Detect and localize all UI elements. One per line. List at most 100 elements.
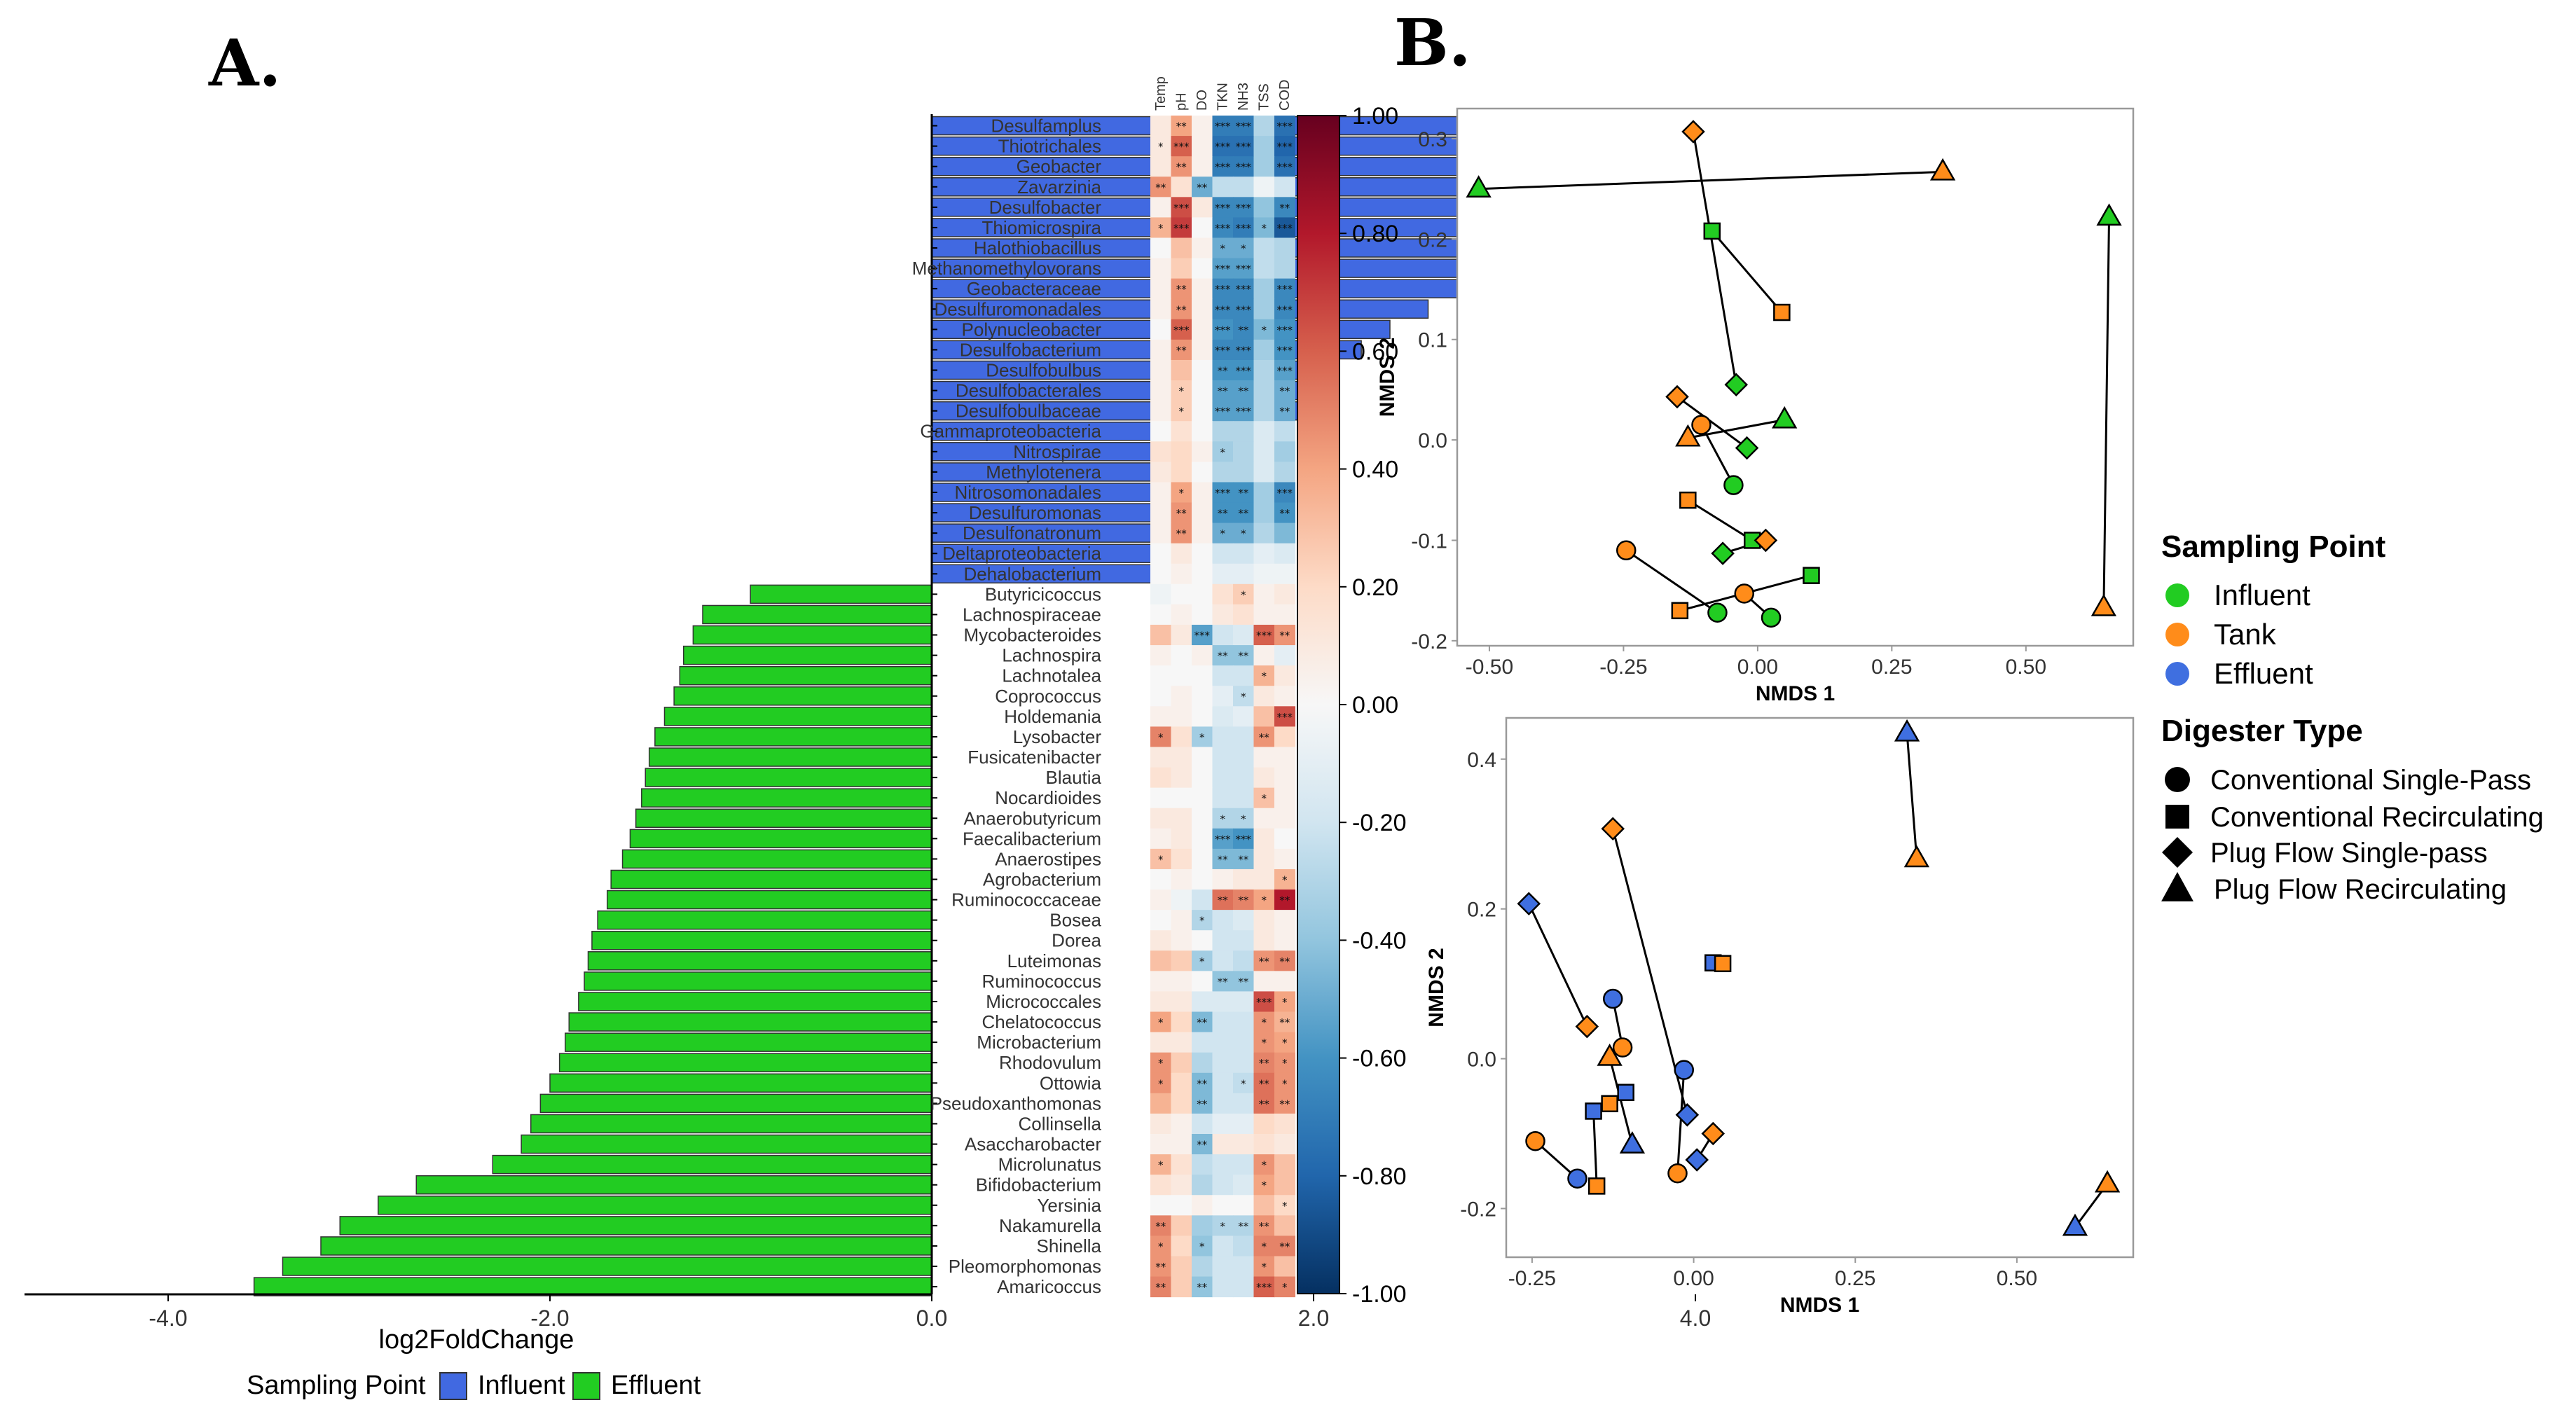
heatmap-cell <box>1192 1195 1213 1216</box>
significance-star: ** <box>1259 1220 1270 1233</box>
significance-star: ** <box>1238 487 1249 499</box>
point-tank-circle <box>1612 1037 1633 1058</box>
heatmap-cell <box>1253 319 1275 340</box>
colorbar-ticks: 1.00 0.80 0.60 0.40 0.20 0.00 -0.20 -0.40 -0.60 -… <box>1339 103 1407 1308</box>
colorbar-tick-label: -0.80 <box>1352 1163 1407 1190</box>
heatmap-cell <box>1192 237 1213 259</box>
heatmap-cell <box>1253 665 1275 686</box>
significance-star: *** <box>1256 630 1272 642</box>
heatmap-cell <box>1192 176 1213 198</box>
significance-star: ** <box>1197 1016 1208 1029</box>
taxon-label: Zavarzinia <box>1017 176 1101 198</box>
heatmap-cell <box>1192 298 1213 320</box>
significance-star: * <box>1158 731 1164 744</box>
heatmap-cell <box>1192 359 1213 381</box>
significance-star: * <box>1179 487 1185 499</box>
heatmap-cell <box>1150 176 1171 198</box>
heatmap-cell <box>1253 910 1275 931</box>
digester-legend-label-3: Plug Flow Recirculating <box>2214 874 2507 905</box>
heatmap-cell <box>1233 991 1254 1013</box>
heatmap-cell <box>1150 217 1171 238</box>
heatmap-cell <box>1233 686 1254 707</box>
heatmap-cell <box>1150 645 1171 666</box>
taxon-label: Geobacter <box>1017 156 1102 177</box>
significance-star: * <box>1282 996 1288 1009</box>
heatmap-cell <box>1253 686 1275 707</box>
significance-star: *** <box>1215 487 1231 499</box>
heatmap-cell <box>1212 828 1234 850</box>
heatmap-cell <box>1233 401 1254 422</box>
point-influent-diamond <box>1711 541 1735 565</box>
significance-star: ** <box>1197 1098 1208 1110</box>
heatmap-cell <box>1192 1134 1213 1155</box>
heatmap-column-label: Temp <box>1153 76 1169 111</box>
heatmap-cell <box>1150 563 1171 585</box>
heatmap-cell <box>1274 258 1295 279</box>
heatmap-cell <box>1274 583 1295 605</box>
digester-legend-label-0: Conventional Single-Pass <box>2210 765 2531 796</box>
significance-star: * <box>1158 1016 1164 1029</box>
bar-legend-label-effluent: Effluent <box>611 1371 701 1400</box>
taxon-label: Collinsella <box>1019 1113 1102 1134</box>
y-tick-label: -0.1 <box>1411 529 1447 553</box>
taxon-label: Ruminococcus <box>982 971 1101 992</box>
heatmap-cell <box>1274 604 1295 625</box>
significance-star: *** <box>1173 141 1190 153</box>
bar-anaerostipes <box>621 849 932 869</box>
heatmap-cell <box>1150 828 1171 850</box>
heatmap-cell <box>1212 176 1234 198</box>
heatmap-cell <box>1192 828 1213 850</box>
bar-chelatococcus <box>568 1012 932 1032</box>
taxon-label: Lachnotalea <box>1002 665 1101 686</box>
significance-star: *** <box>1277 161 1293 174</box>
significance-star: ** <box>1218 650 1229 663</box>
heatmap-cell <box>1212 686 1234 707</box>
significance-star: ** <box>1218 507 1229 520</box>
heatmap-cell <box>1192 1011 1213 1033</box>
significance-star: * <box>1220 527 1226 540</box>
colorbar-tick-label: -0.20 <box>1352 810 1407 836</box>
point-effluent-circle <box>1567 1168 1587 1189</box>
heatmap-cell <box>1171 991 1192 1013</box>
heatmap-cell <box>1274 278 1295 300</box>
heatmap-cell <box>1150 1154 1171 1175</box>
heatmap-cell <box>1253 1032 1275 1053</box>
significance-star: *** <box>1215 283 1231 296</box>
point-effluent-diamond <box>1685 1148 1709 1172</box>
sampling-legend-title: Sampling Point <box>2161 529 2386 564</box>
heatmap-cell <box>1253 645 1275 666</box>
significance-star: *** <box>1215 161 1231 174</box>
point-tank-triangle <box>2091 594 2117 616</box>
heatmap-cell <box>1212 1175 1234 1196</box>
point-tank-square <box>1587 1177 1606 1195</box>
significance-star: * <box>1241 1077 1246 1090</box>
heatmap-cell <box>1212 319 1234 340</box>
heatmap-cell <box>1150 258 1171 279</box>
heatmap-cell <box>1274 1134 1295 1155</box>
significance-star: *** <box>1215 263 1231 275</box>
significance-star: * <box>1199 731 1205 744</box>
heatmap-cell <box>1212 971 1234 992</box>
heatmap-cell <box>1150 1276 1171 1298</box>
heatmap-cell <box>1233 339 1254 361</box>
heatmap-cell <box>1212 890 1234 911</box>
heatmap-cell <box>1171 808 1192 829</box>
x-tick-label: 0.50 <box>2006 656 2046 679</box>
heatmap-cell <box>1233 298 1254 320</box>
significance-star: * <box>1262 792 1267 805</box>
heatmap-cell <box>1212 543 1234 565</box>
bar-legend-swatch-influent <box>439 1372 467 1400</box>
heatmap-cell <box>1253 808 1275 829</box>
heatmap-cell <box>1171 1134 1192 1155</box>
heatmap-cell <box>1150 726 1171 747</box>
significance-star: ** <box>1279 507 1290 520</box>
heatmap-cell <box>1274 176 1295 198</box>
heatmap-cell <box>1274 136 1295 157</box>
heatmap-cell <box>1171 278 1192 300</box>
heatmap-cell <box>1171 359 1192 381</box>
heatmap-cell <box>1150 991 1171 1013</box>
significance-star: *** <box>1277 487 1293 499</box>
significance-star: * <box>1262 1179 1267 1192</box>
heatmap-cell <box>1212 604 1234 625</box>
heatmap-cell <box>1150 543 1171 565</box>
